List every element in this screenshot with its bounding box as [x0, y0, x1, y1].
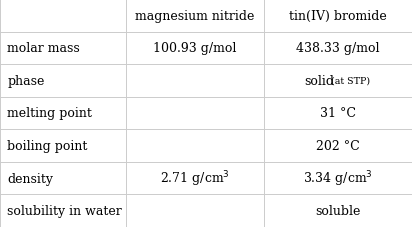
Text: solid: solid [304, 75, 334, 88]
Text: 3.34 g/cm$^3$: 3.34 g/cm$^3$ [303, 169, 373, 188]
Text: solubility in water: solubility in water [7, 204, 122, 217]
Text: magnesium nitride: magnesium nitride [135, 10, 254, 23]
Text: boiling point: boiling point [7, 139, 88, 152]
Text: density: density [7, 172, 54, 185]
Text: 2.71 g/cm$^3$: 2.71 g/cm$^3$ [160, 169, 229, 188]
Text: 202 °C: 202 °C [316, 139, 360, 152]
Text: phase: phase [7, 75, 45, 88]
Text: melting point: melting point [7, 107, 92, 120]
Text: tin(IV) bromide: tin(IV) bromide [289, 10, 387, 23]
Text: (at STP): (at STP) [331, 76, 370, 86]
Text: molar mass: molar mass [7, 42, 80, 55]
Text: 438.33 g/mol: 438.33 g/mol [296, 42, 379, 55]
Text: 100.93 g/mol: 100.93 g/mol [153, 42, 236, 55]
Text: 31 °C: 31 °C [320, 107, 356, 120]
Text: soluble: soluble [315, 204, 360, 217]
